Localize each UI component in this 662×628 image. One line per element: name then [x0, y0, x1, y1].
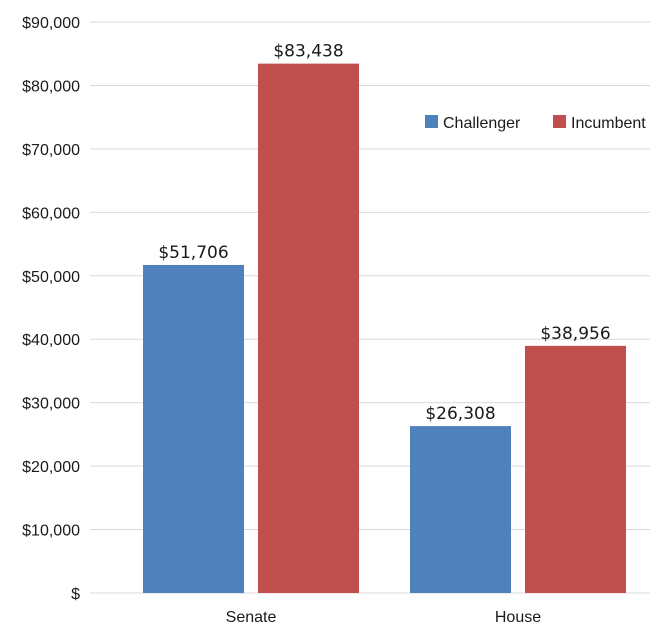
- legend-swatch-challenger: [425, 115, 438, 128]
- x-category-label: House: [495, 609, 541, 626]
- y-tick-label: $20,000: [22, 459, 80, 476]
- data-label: $26,308: [425, 404, 495, 424]
- bar-incumbent-senate: [258, 63, 359, 593]
- data-labels: $51,706 $26,308 $83,438 $38,956: [158, 42, 610, 424]
- y-tick-label: $10,000: [22, 523, 80, 540]
- data-label: $83,438: [273, 42, 343, 62]
- bar-incumbent-house: [525, 345, 626, 593]
- data-label: $38,956: [540, 324, 610, 344]
- y-tick-label: $70,000: [22, 142, 80, 159]
- y-tick-label: $90,000: [22, 15, 80, 32]
- bars: [143, 63, 626, 593]
- bar-challenger-senate: [143, 264, 244, 593]
- x-axis-category-labels: Senate House: [226, 609, 542, 626]
- y-tick-label: $50,000: [22, 269, 80, 286]
- y-tick-label: $80,000: [22, 78, 80, 95]
- legend-label-incumbent: Incumbent: [571, 115, 646, 132]
- data-label: $51,706: [158, 243, 228, 263]
- y-tick-label: $: [71, 586, 80, 603]
- y-axis-tick-labels: $ $10,000 $20,000 $30,000 $40,000 $50,000 $60,…: [22, 15, 80, 603]
- legend-label-challenger: Challenger: [443, 115, 521, 132]
- y-tick-label: $30,000: [22, 396, 80, 413]
- y-tick-label: $60,000: [22, 205, 80, 222]
- legend-swatch-incumbent: [553, 115, 566, 128]
- bar-challenger-house: [410, 426, 511, 593]
- y-tick-label: $40,000: [22, 332, 80, 349]
- x-category-label: Senate: [226, 609, 277, 626]
- legend: Challenger Incumbent: [425, 115, 646, 132]
